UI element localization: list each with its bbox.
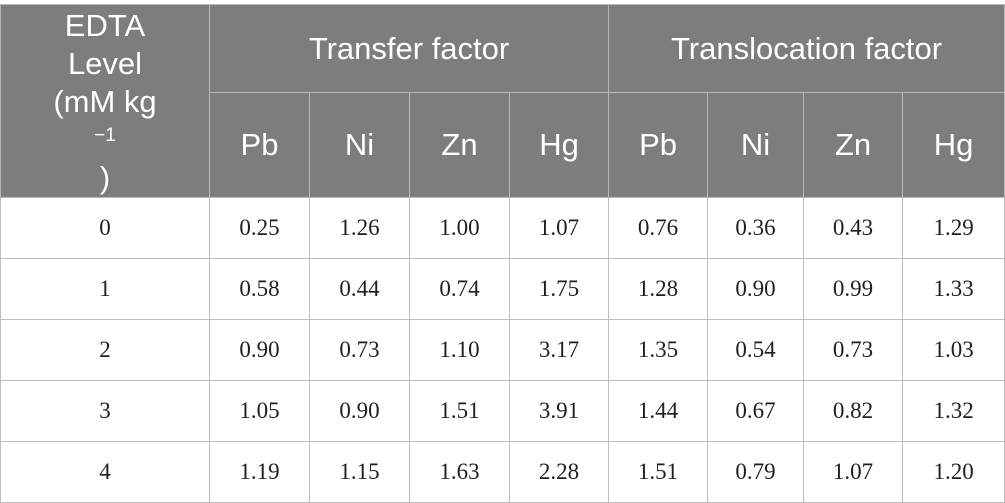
table-row: 1 0.58 0.44 0.74 1.75 1.28 0.90 0.99 1.33 xyxy=(0,258,1005,320)
metal-header-hg: Hg xyxy=(902,91,1005,199)
value-cell: 0.82 xyxy=(803,380,904,442)
table-row: 4 1.19 1.15 1.63 2.28 1.51 0.79 1.07 1.20 xyxy=(0,441,1005,503)
value-cell: 1.75 xyxy=(508,258,610,320)
value-cell: 0.73 xyxy=(803,319,904,381)
table-header: EDTA Level (mM kg −1) Transfer factor Tra… xyxy=(0,4,1005,199)
value-cell: 0.90 xyxy=(309,380,410,442)
value-cell: 0.54 xyxy=(707,319,805,381)
metal-header-hg: Hg xyxy=(508,91,610,199)
value-cell: 1.03 xyxy=(902,319,1005,381)
table-row: 3 1.05 0.90 1.51 3.91 1.44 0.67 0.82 1.32 xyxy=(0,380,1005,442)
value-cell: 1.07 xyxy=(803,441,904,503)
value-cell: 1.10 xyxy=(409,319,510,381)
metal-header-pb: Pb xyxy=(608,91,709,199)
edta-level-header-line2: Level xyxy=(67,46,143,81)
value-cell: 1.00 xyxy=(409,197,510,259)
edta-factor-table: EDTA Level (mM kg −1) Transfer factor Tra… xyxy=(0,4,1005,503)
value-cell: 0.76 xyxy=(608,197,709,259)
value-cell: 0.73 xyxy=(309,319,410,381)
metal-header-ni: Ni xyxy=(707,91,805,199)
value-cell: 0.44 xyxy=(309,258,410,320)
value-cell: 3.17 xyxy=(508,319,610,381)
value-cell: 1.32 xyxy=(902,380,1005,442)
value-cell: 0.90 xyxy=(209,319,310,381)
header-row-metals: Pb Ni Zn Hg Pb Ni Zn Hg xyxy=(1,91,1005,199)
edta-level-header-line1: EDTA xyxy=(64,8,146,43)
translocation-factor-header: Translocation factor xyxy=(608,4,1005,93)
value-cell: 1.19 xyxy=(209,441,310,503)
edta-level-cell: 0 xyxy=(0,197,210,259)
value-cell: 1.33 xyxy=(902,258,1005,320)
metal-header-ni: Ni xyxy=(309,91,410,199)
edta-level-header: EDTA Level (mM kg −1) xyxy=(0,4,210,198)
page: { "table": { "corner_header": { "line1":… xyxy=(0,4,1005,503)
metal-header-zn: Zn xyxy=(803,91,904,199)
value-cell: 1.51 xyxy=(409,380,510,442)
table-row: 0 0.25 1.26 1.00 1.07 0.76 0.36 0.43 1.29 xyxy=(0,197,1005,259)
edta-level-cell: 4 xyxy=(0,441,210,503)
value-cell: 0.43 xyxy=(803,197,904,259)
unit-suffix: ) xyxy=(99,160,111,195)
value-cell: 2.28 xyxy=(508,441,610,503)
value-cell: 0.79 xyxy=(707,441,805,503)
value-cell: 0.74 xyxy=(409,258,510,320)
value-cell: 1.51 xyxy=(608,441,709,503)
value-cell: 0.99 xyxy=(803,258,904,320)
value-cell: 1.63 xyxy=(409,441,510,503)
value-cell: 1.15 xyxy=(309,441,410,503)
value-cell: 0.90 xyxy=(707,258,805,320)
value-cell: 1.29 xyxy=(902,197,1005,259)
value-cell: 1.05 xyxy=(209,380,310,442)
value-cell: 0.58 xyxy=(209,258,310,320)
header-row-groups: EDTA Level (mM kg −1) Transfer factor Tra… xyxy=(0,4,1005,198)
unit-superscript: −1 xyxy=(94,125,116,146)
value-cell: 0.36 xyxy=(707,197,805,259)
edta-level-cell: 3 xyxy=(0,380,210,442)
table-body: 0 0.25 1.26 1.00 1.07 0.76 0.36 0.43 1.29 1 0.58 0.… xyxy=(0,197,1005,503)
value-cell: 3.91 xyxy=(508,380,610,442)
metal-header-zn: Zn xyxy=(409,91,510,199)
edta-level-cell: 2 xyxy=(0,319,210,381)
value-cell: 1.35 xyxy=(608,319,709,381)
value-cell: 0.67 xyxy=(707,380,805,442)
unit-prefix: (mM kg xyxy=(53,84,157,119)
value-cell: 1.20 xyxy=(902,441,1005,503)
value-cell: 1.07 xyxy=(508,197,610,259)
value-cell: 1.44 xyxy=(608,380,709,442)
edta-level-header-unit: (mM kg −1) xyxy=(1,83,209,197)
edta-level-cell: 1 xyxy=(0,258,210,320)
value-cell: 1.26 xyxy=(309,197,410,259)
metal-header-pb: Pb xyxy=(209,91,310,199)
table-row: 2 0.90 0.73 1.10 3.17 1.35 0.54 0.73 1.03 xyxy=(0,319,1005,381)
value-cell: 0.25 xyxy=(209,197,310,259)
transfer-factor-header: Transfer factor xyxy=(208,4,610,93)
value-cell: 1.28 xyxy=(608,258,709,320)
